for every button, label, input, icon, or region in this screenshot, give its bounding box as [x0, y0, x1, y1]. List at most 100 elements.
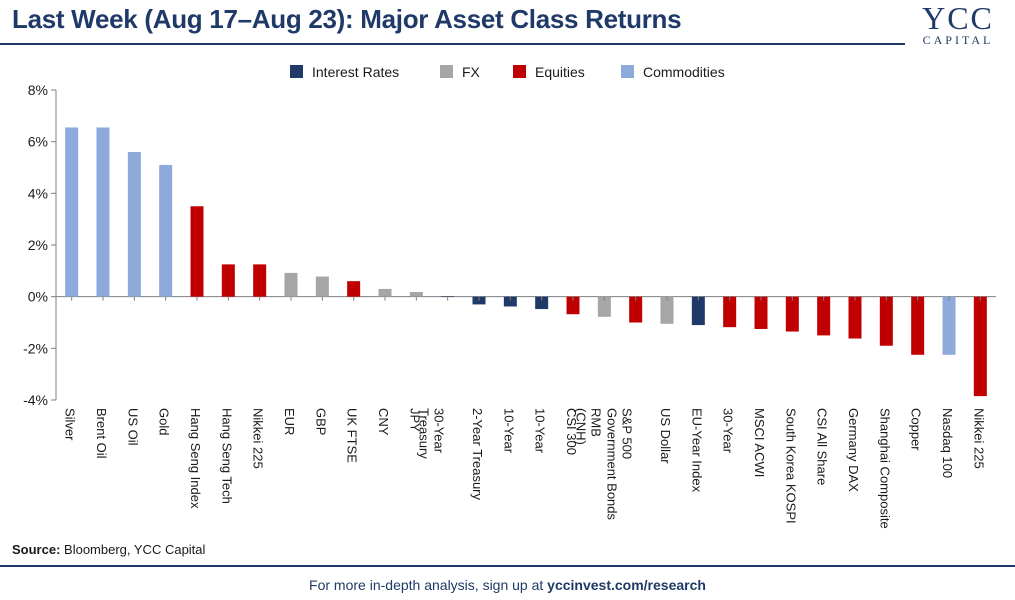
x-tick-label-line: CNY	[376, 408, 391, 436]
x-tick-label: Hang Seng Tech	[219, 408, 234, 504]
bar	[409, 292, 423, 297]
bar	[848, 296, 862, 339]
logo-main-text: YCC	[922, 0, 994, 36]
source-label: Source:	[12, 542, 61, 557]
y-tick-label: 0%	[28, 289, 48, 305]
x-tick-label: CSI All Share	[815, 408, 830, 485]
bar	[566, 296, 580, 315]
x-tick-label: Copper	[909, 408, 924, 451]
x-tick-label: JPY	[407, 408, 422, 432]
x-tick-label-line: UK FTSE	[345, 408, 360, 463]
x-tick-label: CSI 300	[564, 408, 579, 455]
x-tick-label-line: Nikkei 225	[251, 408, 266, 469]
x-tick-label: UK FTSE	[345, 408, 360, 463]
bar	[96, 127, 110, 297]
x-tick-label-line: 2-Year Treasury	[470, 408, 485, 501]
x-tick-label-line: Shanghai Composite	[877, 408, 892, 529]
x-tick-label: US Dollar	[658, 408, 673, 464]
y-tick-label: -2%	[23, 340, 48, 356]
source-note: Source: Bloomberg, YCC Capital	[12, 542, 205, 557]
bar	[378, 288, 392, 297]
legend-swatch-interest-rates	[290, 65, 303, 78]
x-tick-label: Gold	[157, 408, 172, 435]
x-tick-label-line: 10-Year	[533, 408, 548, 454]
x-tick-label: 10-Year	[501, 408, 516, 454]
x-tick-label: Nikkei 225	[251, 408, 266, 469]
bar	[253, 264, 267, 297]
bar	[190, 206, 204, 297]
bar	[691, 296, 705, 326]
x-tick-label-line: EUR	[282, 408, 297, 435]
y-tick-label: 8%	[28, 82, 48, 98]
x-tick-label-line: Hang Seng Index	[188, 408, 203, 509]
x-tick-label: GBP	[313, 408, 328, 435]
bar	[754, 296, 768, 329]
legend-label-equities: Equities	[535, 64, 585, 80]
x-tick-label-line: JPY	[407, 408, 422, 432]
x-tick-label-line: CSI All Share	[815, 408, 830, 485]
x-tick-label: Hang Seng Index	[188, 408, 203, 509]
x-tick-label-line: Gold	[157, 408, 172, 435]
x-tick-label-line: Treasury	[417, 408, 432, 459]
x-tick-label: Brent Oil	[94, 408, 109, 459]
x-tick-label: EUR	[282, 408, 297, 435]
x-tick-label: 30-YearTreasury	[417, 408, 447, 459]
returns-bar-chart: Interest Rates FX Equities Commodities -4% -2…	[23, 64, 996, 529]
bar	[879, 296, 893, 346]
x-tick-label-line: US Oil	[125, 408, 140, 446]
x-tick-label: 30-Year	[721, 408, 736, 454]
bar	[723, 296, 737, 328]
x-tick-label: MSCI ACWI	[752, 408, 767, 477]
bar	[221, 264, 235, 297]
x-tick-label-line: S&P 500	[620, 408, 635, 459]
bar	[347, 281, 361, 297]
x-tick-label: RMB(CNH)	[573, 408, 603, 445]
bar	[817, 296, 831, 336]
x-tick-label: Germany DAX	[846, 408, 861, 492]
footer-rule	[0, 565, 1015, 567]
bar	[535, 296, 549, 310]
x-tick-label-line: RMB	[588, 408, 603, 437]
x-tick-label-line: 30-Year	[432, 408, 447, 454]
x-tick-label-line: US Dollar	[658, 408, 673, 464]
x-tick-label: EU-Year Index	[689, 408, 704, 493]
legend-label-commodities: Commodities	[643, 64, 725, 80]
y-tick-label: 6%	[28, 134, 48, 150]
chart-title: Last Week (Aug 17–Aug 23): Major Asset C…	[12, 4, 682, 34]
legend-label-interest-rates: Interest Rates	[312, 64, 399, 80]
ycc-capital-logo: YCC CAPITAL	[913, 2, 1003, 46]
x-tick-label: Nasdaq 100	[940, 408, 955, 478]
y-tick-label: 2%	[28, 237, 48, 253]
bar	[629, 296, 643, 323]
bar	[127, 152, 141, 297]
legend-swatch-fx	[440, 65, 453, 78]
x-tick-label-line: (CNH)	[573, 408, 588, 445]
bar	[942, 296, 956, 355]
x-tick-label-line: Copper	[909, 408, 924, 451]
legend-swatch-equities	[513, 65, 526, 78]
x-tick-label-line: Germany DAX	[846, 408, 861, 492]
x-tick-label-line: EU-Year Index	[689, 408, 704, 493]
bar	[911, 296, 925, 355]
footer-banner: For more in-depth analysis, sign up at y…	[0, 577, 1015, 593]
x-tick-label-line: 10-Year	[501, 408, 516, 454]
x-tick-label: Shanghai Composite	[877, 408, 892, 529]
bar	[660, 296, 674, 324]
bar	[284, 272, 298, 297]
bar	[597, 296, 611, 317]
x-tick-label-line: Nasdaq 100	[940, 408, 955, 478]
x-tick-label-line: Brent Oil	[94, 408, 109, 459]
x-tick-label: 2-Year Treasury	[470, 408, 485, 501]
x-tick-label-line: South Korea KOSPI	[783, 408, 798, 524]
x-tick-label-line: MSCI ACWI	[752, 408, 767, 477]
bar	[503, 296, 517, 307]
source-text: Bloomberg, YCC Capital	[64, 542, 206, 557]
y-tick-label: -4%	[23, 392, 48, 408]
legend-swatch-commodities	[621, 65, 634, 78]
footer-link[interactable]: yccinvest.com/research	[547, 577, 706, 593]
x-tick-label: Nikkei 225	[971, 408, 986, 469]
y-tick-label: 4%	[28, 185, 48, 201]
bar	[159, 164, 173, 297]
x-tick-label: CNY	[376, 408, 391, 436]
x-tick-label: US Oil	[125, 408, 140, 446]
